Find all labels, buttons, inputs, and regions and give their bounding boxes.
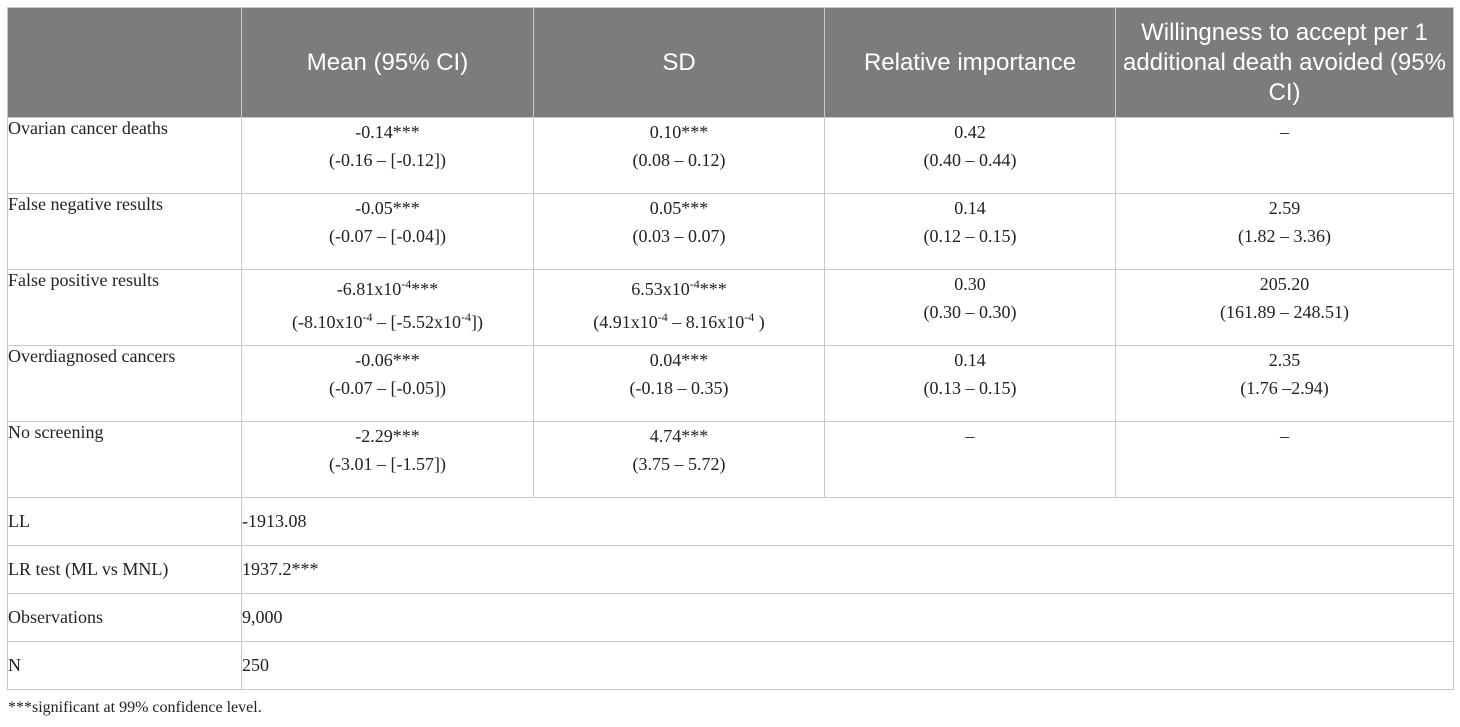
- stat-row: LL -1913.08: [7, 497, 1454, 546]
- stat-value: 1937.2***: [241, 545, 1454, 594]
- header-row: Mean (95% CI) SD Relative importance Wil…: [7, 7, 1454, 118]
- results-table: Mean (95% CI) SD Relative importance Wil…: [7, 7, 1454, 690]
- stat-label: LL: [7, 497, 242, 546]
- wta-cell: 205.20 (161.89 – 248.51): [1115, 269, 1454, 346]
- wta-cell: –: [1115, 421, 1454, 498]
- stat-label: LR test (ML vs MNL): [7, 545, 242, 594]
- row-label: Overdiagnosed cancers: [7, 345, 242, 422]
- table-footnote: ***significant at 99% confidence level.: [8, 699, 262, 716]
- relative-importance-cell: –: [824, 421, 1116, 498]
- header-mean: Mean (95% CI): [241, 7, 534, 118]
- row-label: False positive results: [7, 269, 242, 346]
- row-label: Ovarian cancer deaths: [7, 117, 242, 194]
- sd-cell: 0.04*** (-0.18 – 0.35): [533, 345, 825, 422]
- wta-cell: 2.35 (1.76 –2.94): [1115, 345, 1454, 422]
- stat-row: LR test (ML vs MNL) 1937.2***: [7, 545, 1454, 594]
- sd-cell: 6.53x10-4*** (4.91x10-4 – 8.16x10-4 ): [533, 269, 825, 346]
- relative-importance-cell: 0.14 (0.13 – 0.15): [824, 345, 1116, 422]
- sd-cell: 0.05*** (0.03 – 0.07): [533, 193, 825, 270]
- header-relative-importance: Relative importance: [824, 7, 1116, 118]
- relative-importance-cell: 0.14 (0.12 – 0.15): [824, 193, 1116, 270]
- table-row: No screening -2.29*** (-3.01 – [-1.57]) 4…: [7, 421, 1454, 498]
- table-row: Overdiagnosed cancers -0.06*** (-0.07 – […: [7, 345, 1454, 422]
- row-label: No screening: [7, 421, 242, 498]
- stat-row: N 250: [7, 641, 1454, 690]
- stat-value: -1913.08: [241, 497, 1454, 546]
- mean-cell: -0.05*** (-0.07 – [-0.04]): [241, 193, 534, 270]
- row-label: False negative results: [7, 193, 242, 270]
- stat-row: Observations 9,000: [7, 593, 1454, 642]
- wta-cell: –: [1115, 117, 1454, 194]
- table-row: False positive results -6.81x10-4*** (-8.…: [7, 269, 1454, 346]
- mean-cell: -6.81x10-4*** (-8.10x10-4 – [-5.52x10-4]): [241, 269, 534, 346]
- header-empty: [7, 7, 242, 118]
- relative-importance-cell: 0.30 (0.30 – 0.30): [824, 269, 1116, 346]
- sd-cell: 0.10*** (0.08 – 0.12): [533, 117, 825, 194]
- mean-cell: -0.06*** (-0.07 – [-0.05]): [241, 345, 534, 422]
- mean-cell: -0.14*** (-0.16 – [-0.12]): [241, 117, 534, 194]
- relative-importance-cell: 0.42 (0.40 – 0.44): [824, 117, 1116, 194]
- header-willingness-to-accept: Willingness to accept per 1 additional d…: [1115, 7, 1454, 118]
- table-row: False negative results -0.05*** (-0.07 – …: [7, 193, 1454, 270]
- stat-label: Observations: [7, 593, 242, 642]
- mean-cell: -2.29*** (-3.01 – [-1.57]): [241, 421, 534, 498]
- wta-cell: 2.59 (1.82 – 3.36): [1115, 193, 1454, 270]
- stat-value: 250: [241, 641, 1454, 690]
- stat-value: 9,000: [241, 593, 1454, 642]
- table-row: Ovarian cancer deaths -0.14*** (-0.16 – […: [7, 117, 1454, 194]
- sd-cell: 4.74*** (3.75 – 5.72): [533, 421, 825, 498]
- header-sd: SD: [533, 7, 825, 118]
- stat-label: N: [7, 641, 242, 690]
